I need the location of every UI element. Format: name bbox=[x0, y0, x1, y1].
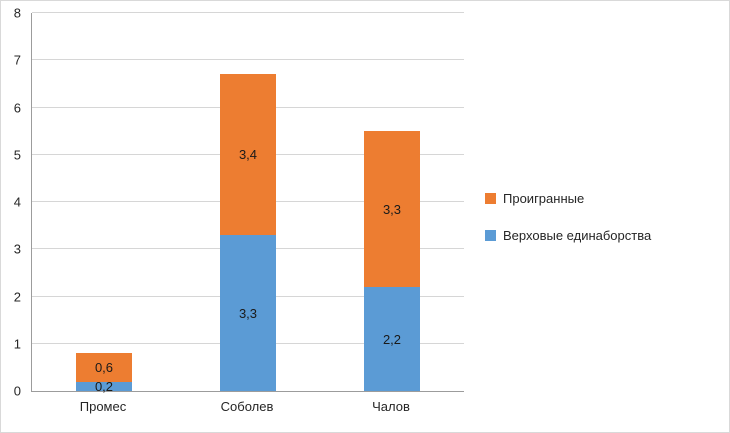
bar-value-label: 0,2 bbox=[94, 378, 114, 394]
legend-item-proigrannye: Проигранные bbox=[485, 191, 651, 206]
y-tick-label: 1 bbox=[13, 336, 21, 352]
bar-value-label: 3,3 bbox=[238, 305, 258, 321]
x-axis-category-label: Соболев bbox=[220, 399, 274, 414]
x-axis-category-label: Чалов bbox=[372, 399, 410, 414]
x-axis-labels: Промес Соболев Чалов bbox=[31, 399, 463, 414]
y-tick-label: 4 bbox=[13, 194, 21, 210]
legend-label: Проигранные bbox=[503, 191, 585, 206]
bar-segment: 0,6 bbox=[76, 353, 132, 382]
bar-stack: 3,4 3,3 bbox=[220, 13, 276, 391]
legend-label: Верховые единаборства bbox=[503, 228, 652, 243]
bar-segment: 0,2 bbox=[76, 378, 132, 394]
bar-value-label: 3,3 bbox=[382, 201, 402, 217]
bar-value-label: 3,4 bbox=[238, 147, 258, 163]
legend-item-verkhovye: Верховые единаборства bbox=[485, 228, 651, 243]
legend: Проигранные Верховые единаборства bbox=[485, 191, 651, 243]
bars: 0,6 0,2 3,4 3,3 3,3 2,2 bbox=[32, 13, 464, 394]
gridline bbox=[32, 59, 464, 61]
y-tick-label: 3 bbox=[13, 241, 21, 257]
y-tick-label: 8 bbox=[13, 5, 21, 21]
y-tick-label: 6 bbox=[13, 100, 21, 115]
bar-value-label: 2,2 bbox=[382, 331, 402, 347]
y-tick-label: 0 bbox=[13, 383, 21, 399]
bar-column: 3,4 3,3 bbox=[176, 13, 320, 391]
bar-segment: 2,2 bbox=[364, 287, 420, 391]
x-axis-category-label: Промес bbox=[79, 399, 127, 414]
y-tick-label: 7 bbox=[13, 52, 21, 68]
plot-area: 0,6 0,2 3,4 3,3 3,3 2,2 bbox=[31, 12, 464, 394]
bar-value-label: 0,6 bbox=[94, 359, 114, 375]
bar-stack: 0,6 0,2 bbox=[76, 13, 132, 394]
bar-segment: 3,3 bbox=[220, 235, 276, 391]
bar-column: 3,3 2,2 bbox=[320, 13, 464, 391]
y-tick-label: 2 bbox=[13, 289, 21, 304]
y-axis-labels: 0 1 2 3 4 5 6 7 8 bbox=[1, 7, 25, 398]
bar-segment: 3,4 bbox=[220, 74, 276, 236]
y-tick-label: 5 bbox=[13, 147, 21, 163]
legend-swatch-blue-icon bbox=[485, 230, 496, 241]
legend-swatch-orange-icon bbox=[485, 193, 496, 204]
bar-segment: 3,3 bbox=[364, 131, 420, 288]
gridline bbox=[32, 12, 464, 13]
bar-column: 0,6 0,2 bbox=[32, 13, 176, 394]
bar-stack: 3,3 2,2 bbox=[364, 13, 420, 391]
